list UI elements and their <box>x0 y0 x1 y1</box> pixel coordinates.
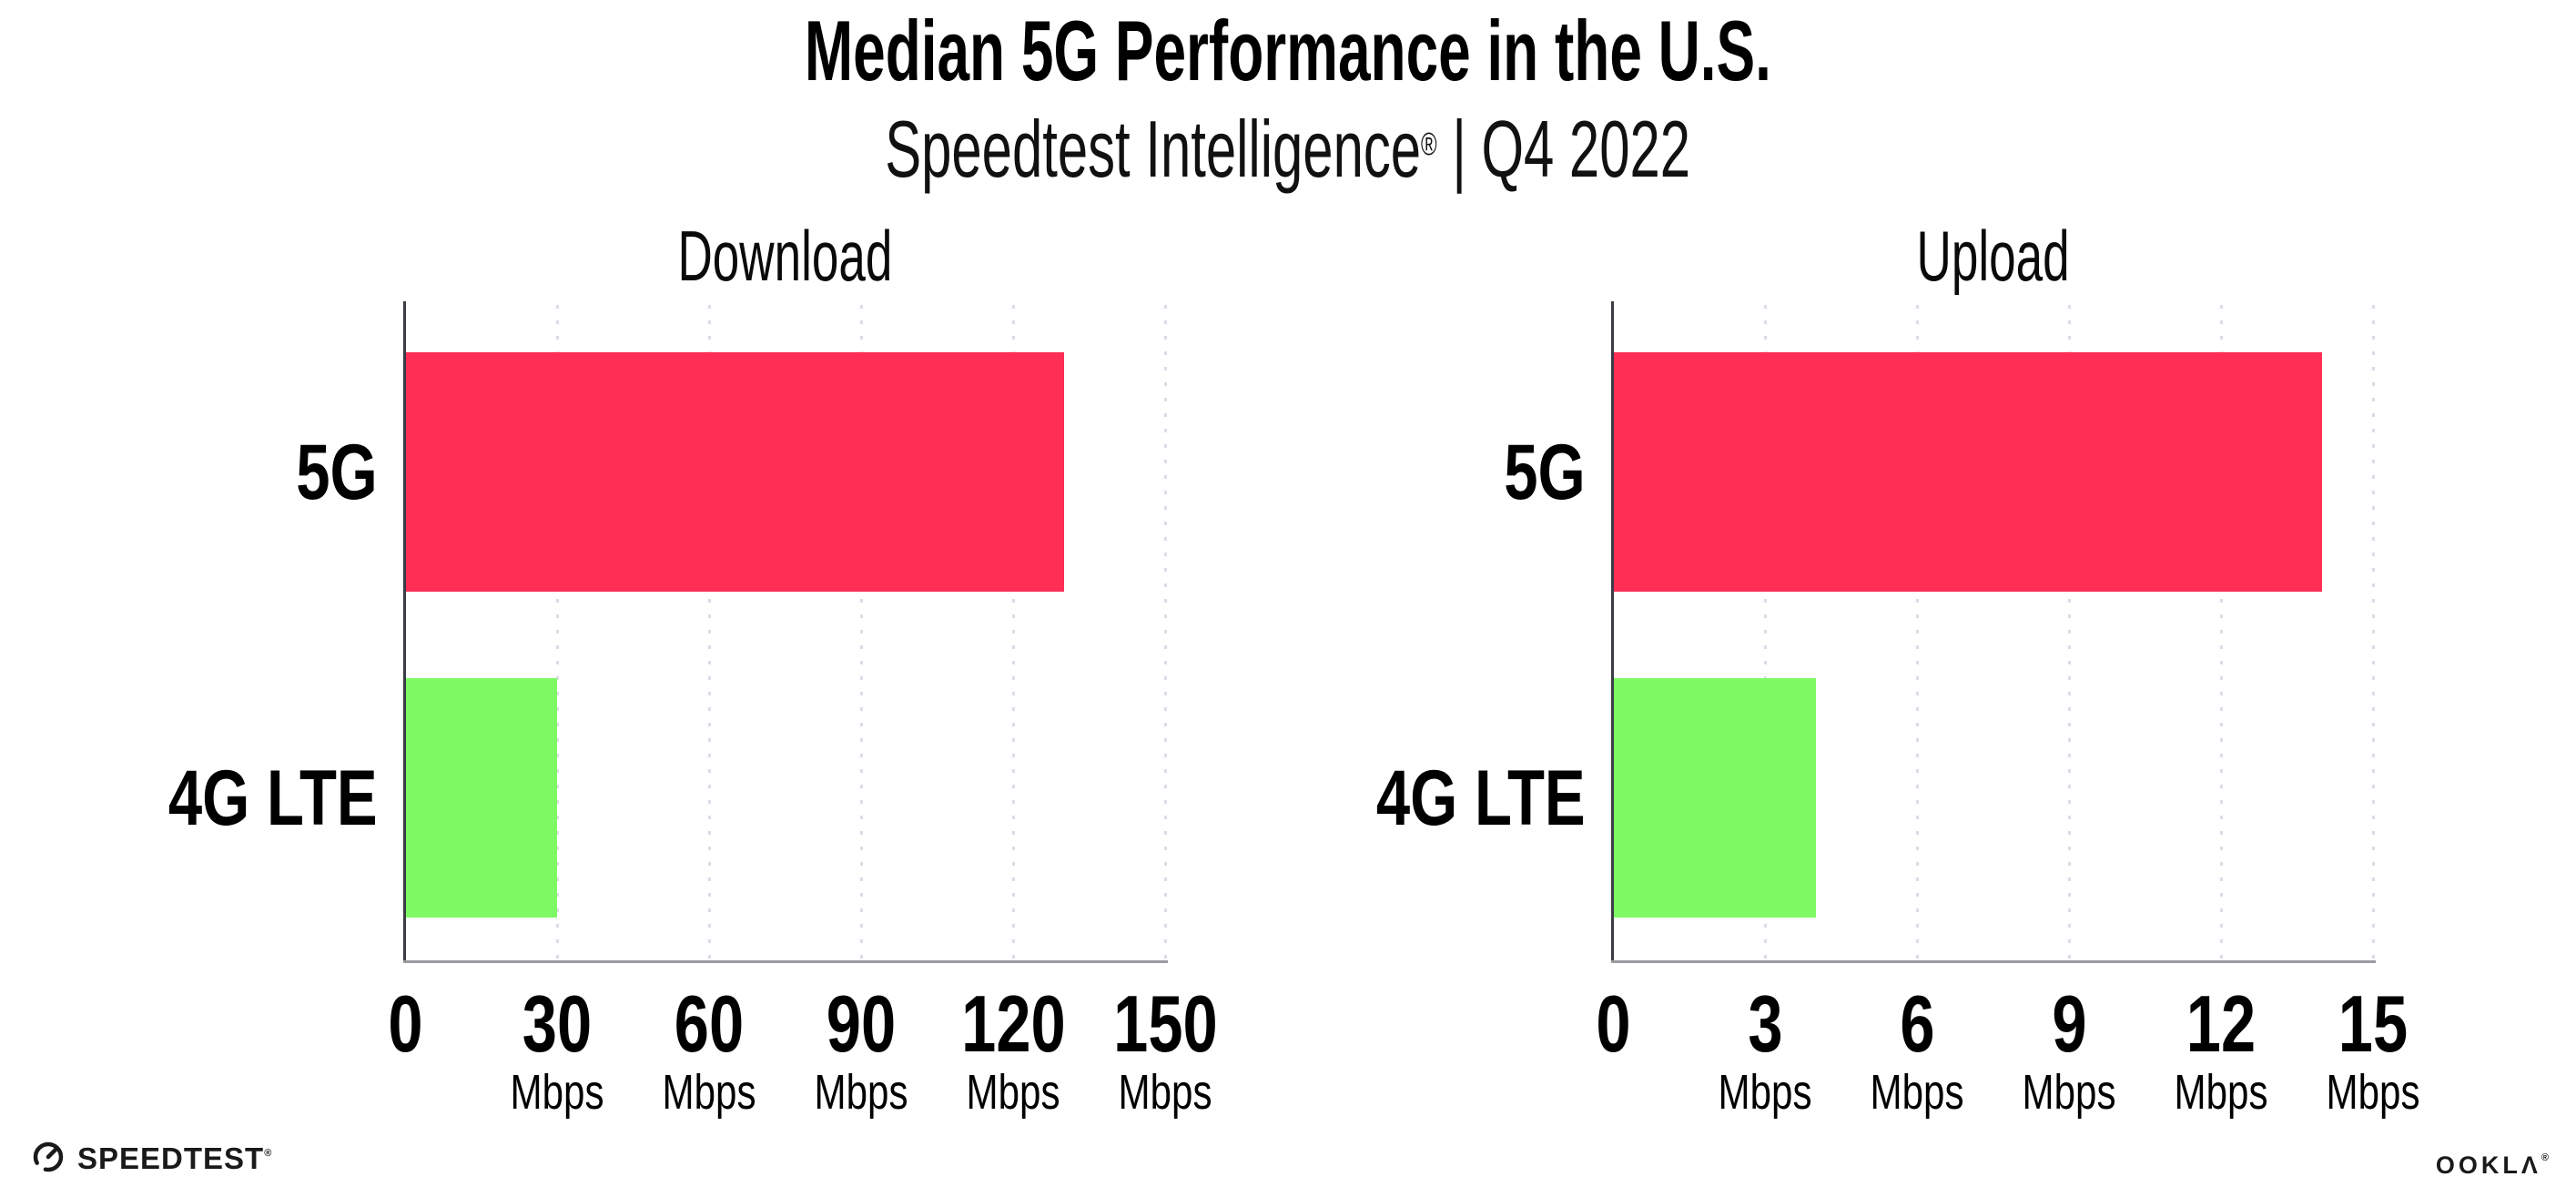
x-tick-label-12: 12 <box>2112 980 2330 1068</box>
gridline-30 <box>556 305 559 960</box>
category-label-4g-lte: 4G LTE <box>1249 756 1586 840</box>
chart-title-text: Upload <box>1916 216 2070 296</box>
x-tick-value: 90 <box>826 979 897 1069</box>
category-label-text: 5G <box>296 428 378 516</box>
x-tick-unit-9: Mbps <box>1960 1068 2178 1117</box>
page-title-text: Median 5G Performance in the U.S. <box>804 3 1772 98</box>
gridline-12 <box>2220 305 2223 960</box>
x-tick-unit-30: Mbps <box>448 1068 666 1117</box>
page-title: Median 5G Performance in the U.S. <box>0 2 2576 100</box>
x-tick-unit-150: Mbps <box>1056 1068 1274 1117</box>
x-tick-value: 150 <box>1112 979 1218 1069</box>
x-tick-label-9: 9 <box>1960 980 2178 1068</box>
chart-title: Upload <box>1613 214 2373 298</box>
gridline-60 <box>708 305 711 960</box>
x-tick-value: 6 <box>1899 979 1935 1069</box>
x-tick-value: 0 <box>387 979 423 1069</box>
x-tick-value: 120 <box>960 979 1066 1069</box>
upload-chart: Upload 5G 4G LTE 0 3 Mbps 6 Mbps 9 Mbps 12 Mbps 15 Mb… <box>1376 216 2419 1117</box>
registered-trademark-icon: ® <box>1421 127 1438 162</box>
category-label-5g: 5G <box>41 431 378 514</box>
x-tick-unit-12: Mbps <box>2112 1068 2330 1117</box>
gridline-150 <box>1164 305 1167 960</box>
x-tick-label-30: 30 <box>448 980 666 1068</box>
gridline-6 <box>1916 305 1919 960</box>
x-tick-unit-text: Mbps <box>662 1065 756 1120</box>
x-tick-label-6: 6 <box>1808 980 2026 1068</box>
speedtest-wordmark-text: SPEEDTEST <box>77 1141 265 1175</box>
bar-4g-lte <box>1613 678 1816 918</box>
x-tick-unit-60: Mbps <box>600 1068 818 1117</box>
speedtest-trademark-icon: ® <box>264 1148 272 1159</box>
y-axis-line <box>1611 301 1614 963</box>
speedtest-gauge-icon <box>30 1138 66 1174</box>
x-tick-unit-text: Mbps <box>510 1065 604 1120</box>
x-tick-unit-text: Mbps <box>1118 1065 1212 1120</box>
ookla-wordmark-text: OOKLΛ <box>2435 1151 2541 1179</box>
x-tick-unit-3: Mbps <box>1656 1068 1874 1117</box>
x-tick-value: 9 <box>2051 979 2087 1069</box>
x-tick-unit-text: Mbps <box>2022 1065 2116 1120</box>
x-tick-label-120: 120 <box>904 980 1122 1068</box>
x-tick-value: 60 <box>674 979 745 1069</box>
page-subtitle: Speedtest Intelligence® | Q4 2022 <box>0 98 2576 196</box>
gridline-3 <box>1764 305 1767 960</box>
download-chart: Download 5G 4G LTE 0 30 Mbps 60 Mbps 90 Mbps 120 Mb… <box>168 216 1217 1117</box>
category-label-text: 4G LTE <box>168 754 378 842</box>
x-tick-label-0: 0 <box>1504 980 1722 1068</box>
category-label-4g-lte: 4G LTE <box>41 756 378 840</box>
x-tick-label-15: 15 <box>2264 980 2482 1068</box>
x-tick-label-150: 150 <box>1056 980 1274 1068</box>
x-tick-label-3: 3 <box>1656 980 1874 1068</box>
gridline-120 <box>1012 305 1015 960</box>
x-tick-unit-text: Mbps <box>814 1065 908 1120</box>
x-tick-value: 12 <box>2186 979 2257 1069</box>
x-tick-unit-text: Mbps <box>2174 1065 2268 1120</box>
category-label-text: 4G LTE <box>1376 754 1586 842</box>
bar-4g-lte <box>405 678 557 918</box>
y-axis-line <box>403 301 406 963</box>
x-tick-unit-text: Mbps <box>1718 1065 1812 1120</box>
page-subtitle-text: Speedtest Intelligence® | Q4 2022 <box>886 98 1691 196</box>
x-tick-value: 3 <box>1747 979 1783 1069</box>
ookla-trademark-icon: ® <box>2541 1152 2549 1163</box>
gridline-9 <box>2068 305 2071 960</box>
x-tick-unit-text: Mbps <box>2326 1065 2420 1120</box>
x-tick-label-60: 60 <box>600 980 818 1068</box>
chart-title: Download <box>405 214 1165 298</box>
bar-5g <box>1613 352 2323 592</box>
speedtest-logo: SPEEDTEST® <box>30 1136 271 1176</box>
x-axis-line <box>403 960 1168 963</box>
gridline-90 <box>860 305 863 960</box>
x-tick-unit-120: Mbps <box>904 1068 1122 1117</box>
x-tick-value: 30 <box>522 979 593 1069</box>
subtitle-period: | Q4 2022 <box>1437 103 1691 194</box>
x-tick-value: 0 <box>1595 979 1631 1069</box>
speedtest-wordmark: SPEEDTEST® <box>77 1133 271 1179</box>
x-axis-line <box>1611 960 2376 963</box>
bar-5g <box>405 352 1064 592</box>
ookla-logo: OOKLΛ® <box>2436 1141 2549 1179</box>
x-tick-unit-text: Mbps <box>966 1065 1060 1120</box>
category-label-5g: 5G <box>1249 431 1586 514</box>
x-tick-unit-6: Mbps <box>1808 1068 2026 1117</box>
chart-title-text: Download <box>677 216 893 296</box>
gridline-15 <box>2372 305 2375 960</box>
x-tick-label-90: 90 <box>752 980 970 1068</box>
subtitle-brand: Speedtest Intelligence <box>885 103 1422 194</box>
x-tick-unit-text: Mbps <box>1870 1065 1964 1120</box>
x-tick-unit-90: Mbps <box>752 1068 970 1117</box>
category-label-text: 5G <box>1504 428 1586 516</box>
x-tick-unit-15: Mbps <box>2264 1068 2482 1117</box>
x-tick-label-0: 0 <box>296 980 514 1068</box>
x-tick-value: 15 <box>2338 979 2409 1069</box>
